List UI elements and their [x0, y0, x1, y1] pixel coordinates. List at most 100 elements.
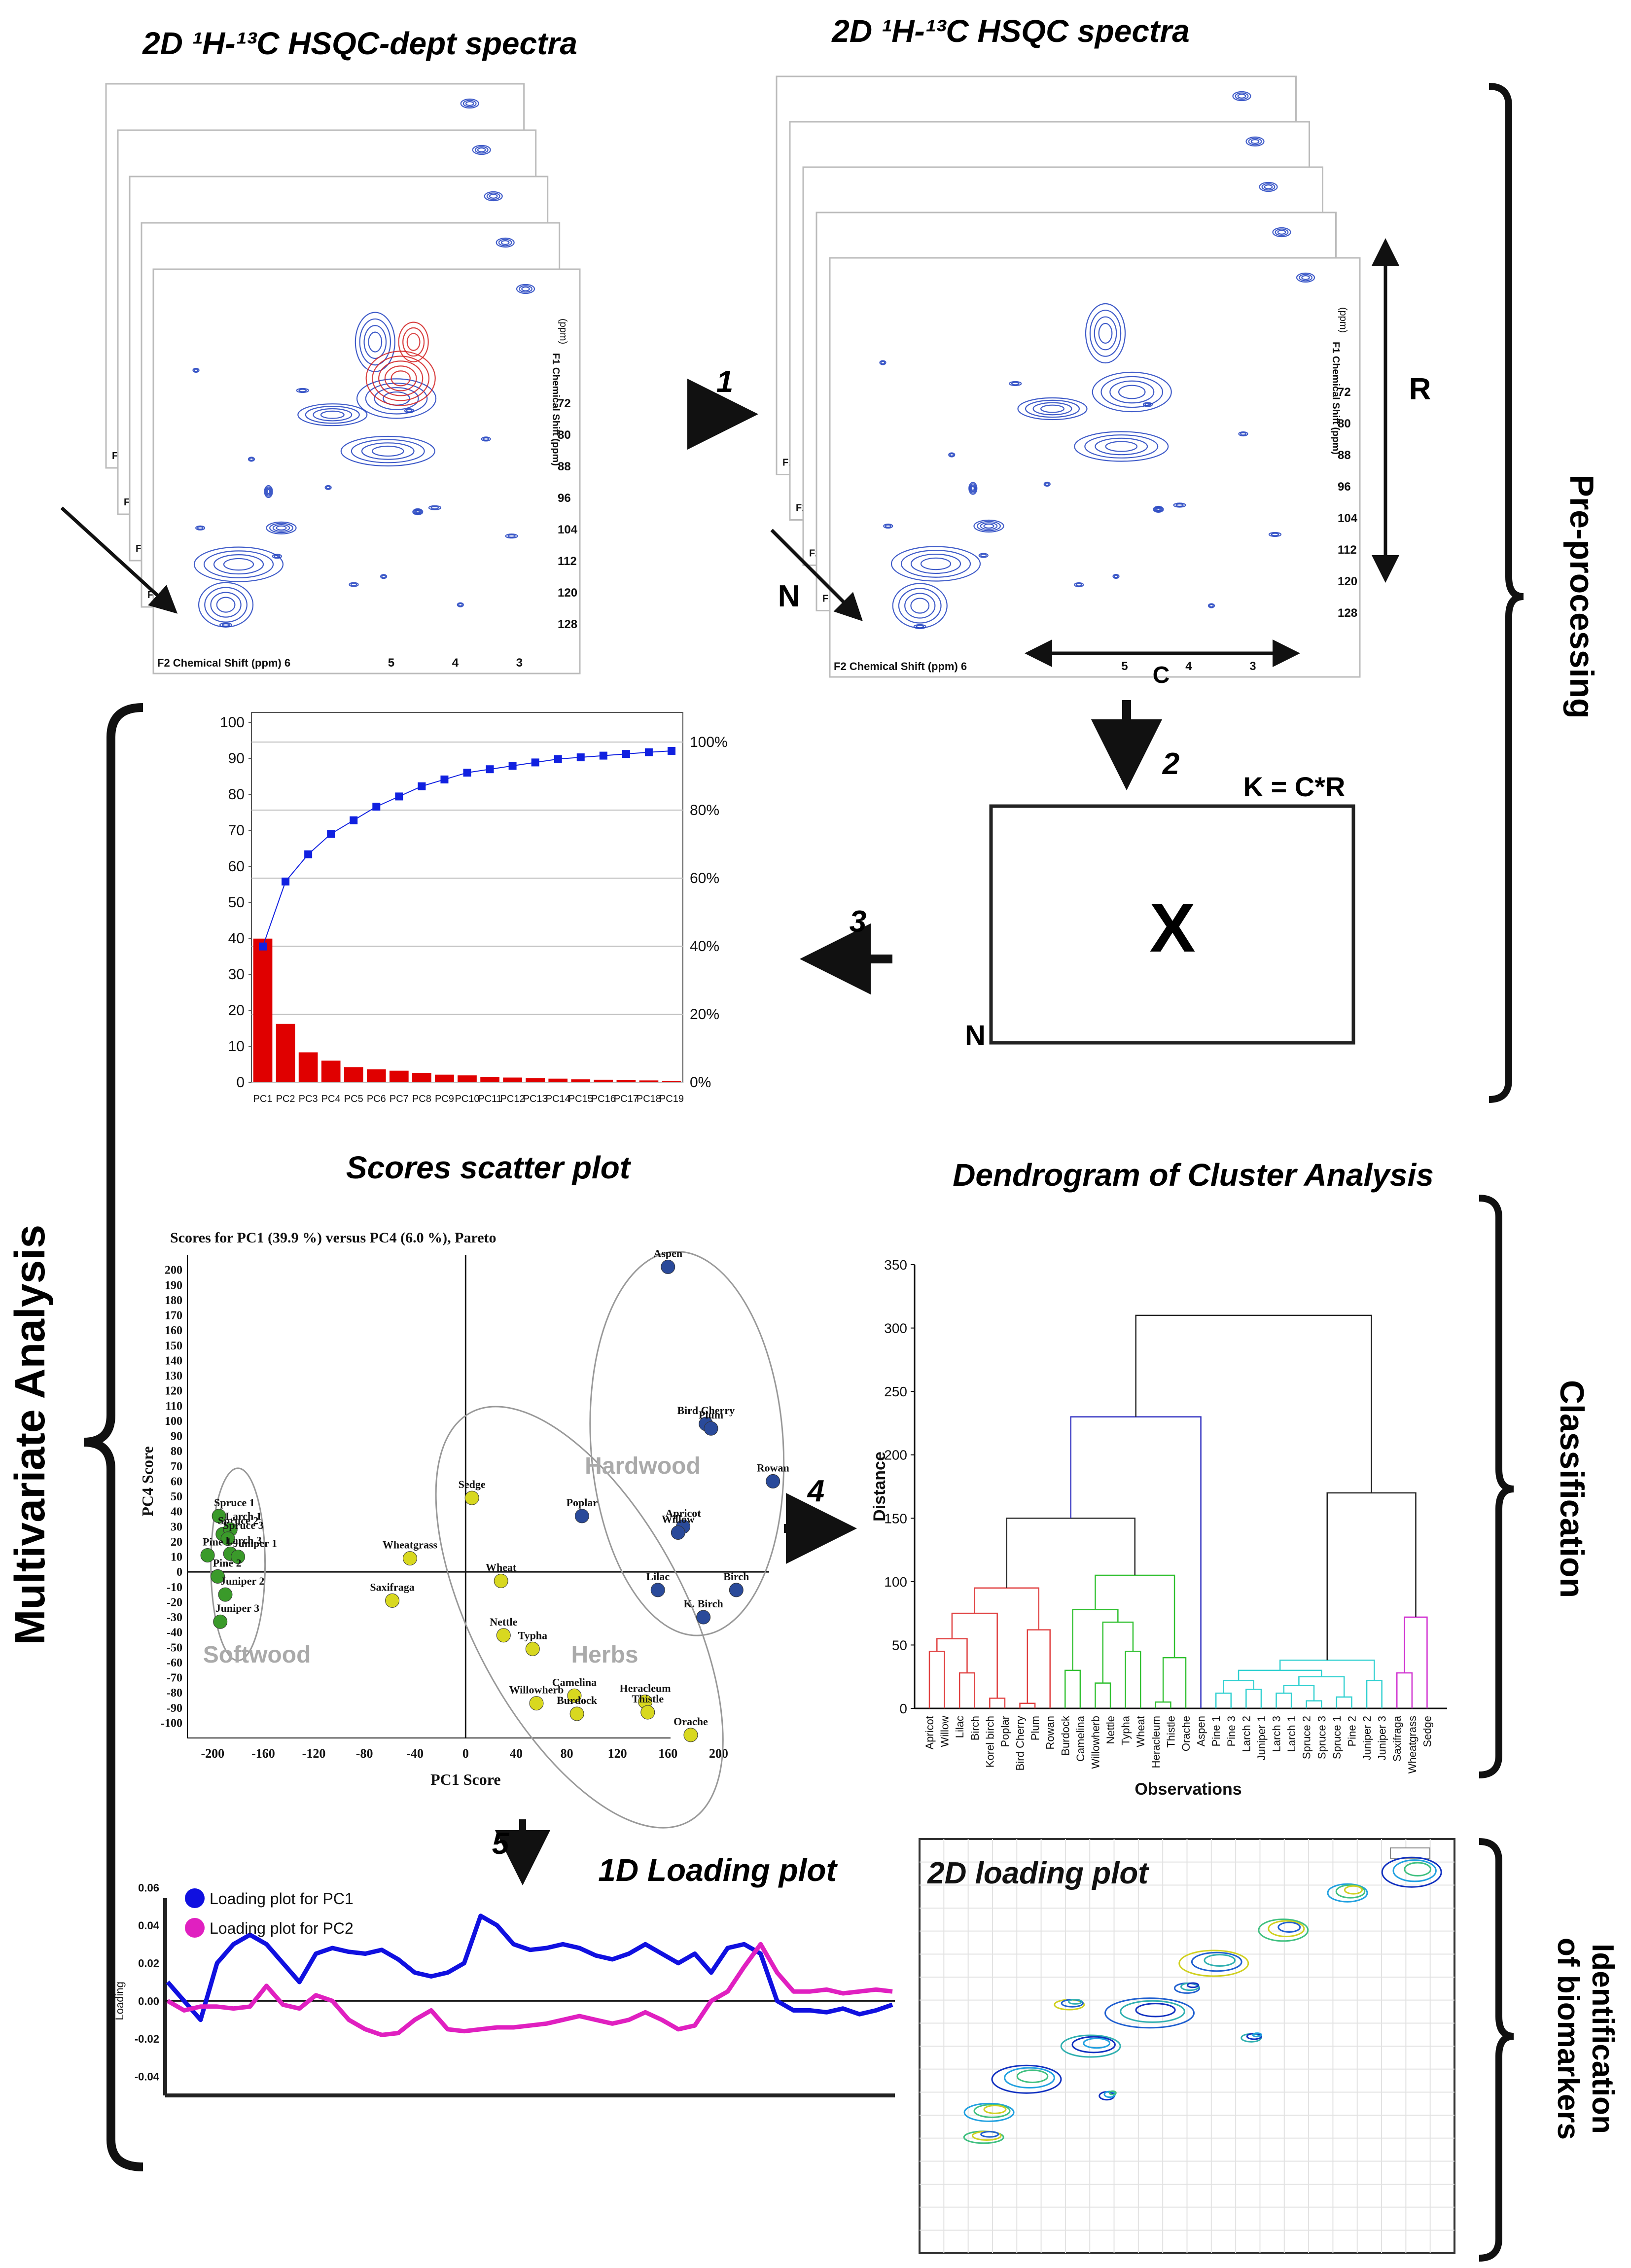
dendro-leaf-label: Spruce 3 [1315, 1716, 1328, 1759]
spectrum-cluster [371, 445, 404, 457]
scores-y-tick: 100 [165, 1415, 182, 1428]
scores-y-tick: 20 [171, 1536, 182, 1549]
dendro-leaf-label: Pine 2 [1346, 1716, 1358, 1746]
score-point [729, 1583, 744, 1597]
dendro-link [1027, 1629, 1051, 1708]
score-point-label: Spruce 1 [214, 1496, 255, 1509]
scree-cumulative-point [304, 850, 313, 858]
f1-ppm-label: (ppm) [1338, 307, 1348, 333]
scores-y-tick: -100 [161, 1717, 182, 1730]
spectrum-spot [1209, 603, 1214, 607]
y-tick: 112 [1338, 543, 1357, 557]
spectrum-spot [428, 505, 442, 510]
dendro-leaf-label: Willowherb [1089, 1716, 1101, 1769]
spectrum-peak [484, 191, 503, 202]
spectrum-cluster [266, 521, 297, 534]
title-hsqc: 2D ¹H-¹³C HSQC spectra [831, 13, 1189, 49]
matrix-n-label: N [965, 1020, 986, 1052]
bracket-identification [1479, 1838, 1514, 2262]
score-point [231, 1550, 246, 1564]
spectrum-spot [949, 453, 954, 457]
score-point-label: Wheat [486, 1561, 517, 1574]
dendro-link [1019, 1702, 1036, 1708]
score-point [671, 1525, 685, 1540]
spectrum-spot [197, 526, 204, 530]
spectrum-cluster [1085, 303, 1126, 364]
score-point-label: Saxifraga [370, 1581, 414, 1593]
spectrum-peak [1272, 227, 1291, 238]
spectrum-red-cluster [378, 360, 424, 396]
scree-bar [458, 1075, 477, 1082]
scores-y-tick: 50 [171, 1490, 182, 1503]
score-point [211, 1569, 225, 1584]
scree-cumulative-point [486, 765, 494, 774]
loading-2d-contour [1120, 2000, 1185, 2023]
spectrum-spot [1112, 573, 1120, 579]
scree-bar [526, 1078, 545, 1082]
spectrum-spot [457, 602, 464, 607]
dendro-leaf-label: Poplar [999, 1716, 1011, 1747]
dendro-leaf-label: Bird Cherry [1014, 1716, 1027, 1771]
spectrum-spot [879, 360, 886, 365]
score-point-label: Nettle [490, 1616, 517, 1628]
spectrum-cluster [413, 509, 423, 515]
score-point [402, 1551, 417, 1566]
scree-y-tick: 0 [236, 1074, 245, 1091]
scores-x-tick: 160 [658, 1746, 677, 1761]
scree-y2-tick: 20% [690, 1006, 719, 1023]
spectrum-peak [1275, 228, 1289, 236]
scree-bar [253, 938, 273, 1082]
step-4-label: 4 [807, 1474, 824, 1508]
y-tick: 128 [558, 618, 577, 631]
spectrum-cluster [1089, 310, 1122, 357]
spectrum-cluster [313, 408, 353, 422]
score-point-label: Juniper 3 [215, 1602, 259, 1614]
score-point [464, 1490, 479, 1505]
dendro-link [1102, 1621, 1134, 1683]
spectrum-cluster [980, 522, 998, 530]
spectrum-peak [465, 101, 474, 106]
dendro-link [1238, 1669, 1322, 1681]
spectrum-red-cluster [372, 355, 430, 401]
spectrum-peak [460, 98, 479, 109]
scree-y2-tick: 100% [690, 734, 728, 750]
scree-cumulative-point [259, 942, 267, 951]
spectrum-cluster [900, 550, 971, 578]
scree-x-tick: PC2 [276, 1094, 295, 1104]
spectrum-peak [519, 285, 532, 293]
loading-2d-contour [983, 2104, 1007, 2114]
spectrum-cluster [983, 523, 994, 529]
spectrum-spot [1271, 532, 1279, 536]
spectrum-spot [381, 574, 386, 578]
spectrum-peak [477, 147, 486, 152]
spectrum-spot [249, 457, 254, 461]
scores-y-tick: -80 [167, 1687, 182, 1700]
dendro-link [1326, 1492, 1417, 1661]
scores-y-tick: 110 [165, 1400, 182, 1413]
loading-2d-contour [973, 2103, 1011, 2118]
dendro-leaf-label: Plum [1029, 1716, 1041, 1740]
dendro-leaf-label: Burdock [1059, 1715, 1071, 1756]
dendro-link [928, 1651, 945, 1708]
spectrum-cluster [351, 439, 425, 463]
scree-x-tick: PC3 [299, 1094, 318, 1104]
y-tick: 96 [1338, 480, 1351, 494]
scores-x-tick: 80 [561, 1746, 573, 1761]
spectrum-red-cluster [384, 365, 417, 391]
scree-x-tick: PC14 [546, 1094, 570, 1104]
score-point [200, 1548, 215, 1562]
spectrum-spot [1238, 431, 1248, 437]
x-tick: 3 [1249, 660, 1256, 673]
scree-bar [571, 1079, 591, 1082]
dendro-y-tick: 250 [884, 1384, 907, 1399]
score-point-label: Birch [723, 1570, 749, 1583]
title-hsqc-dept: 2D ¹H-¹³C HSQC-dept spectra [142, 26, 577, 61]
scree-x-tick: PC8 [412, 1094, 431, 1104]
scores-y-tick: 60 [171, 1475, 182, 1488]
score-point [220, 1531, 235, 1546]
score-point-label: Spruce 3 [223, 1519, 263, 1531]
spectrum-spot [1142, 402, 1153, 407]
spectrum-cluster [970, 484, 976, 493]
label-identification-1: Identification [1586, 1944, 1620, 2134]
score-point [525, 1641, 540, 1656]
